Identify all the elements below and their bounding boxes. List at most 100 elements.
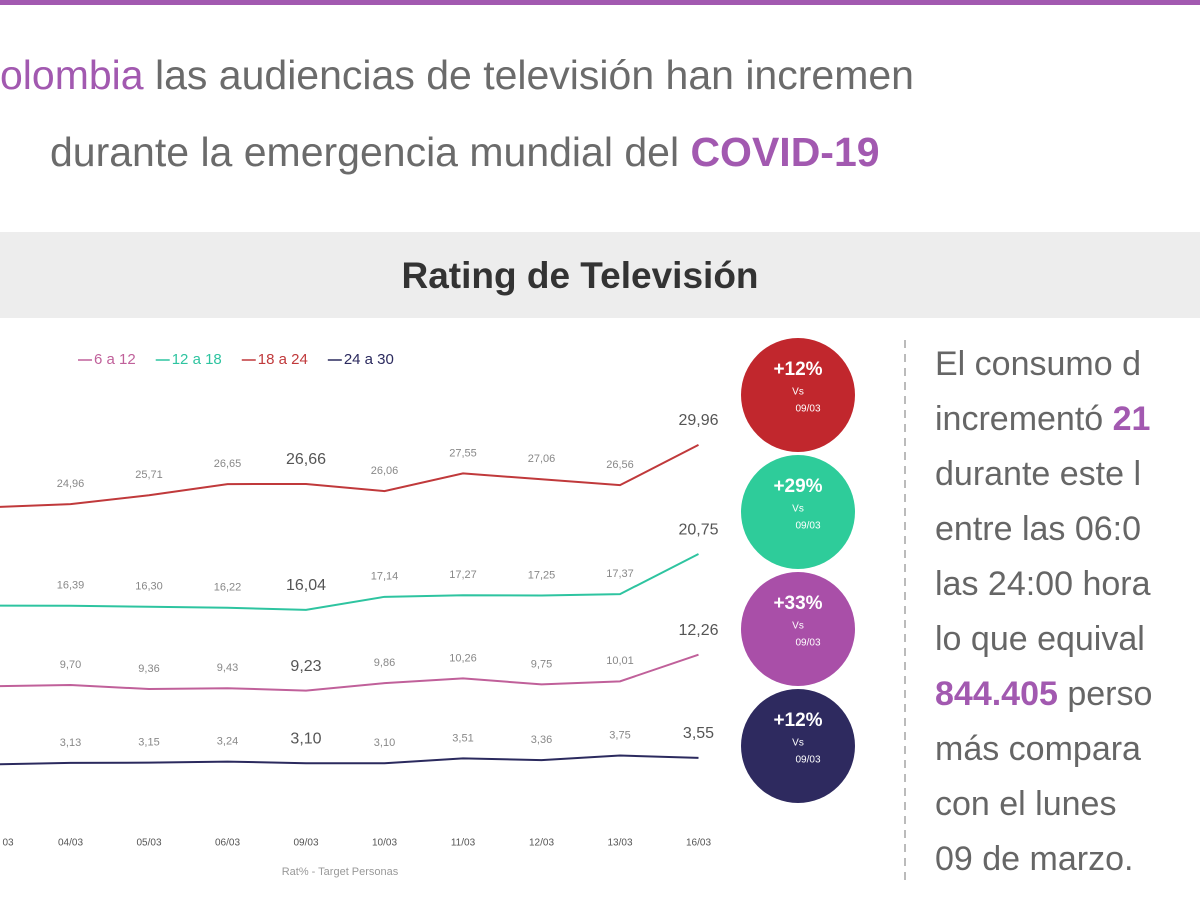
text-segment: lo que equival: [935, 620, 1145, 658]
series-line: [0, 653, 699, 692]
badge: [741, 455, 855, 569]
badge-vs: Vs: [792, 738, 804, 749]
side-text-line: 844.405 perso: [935, 675, 1152, 713]
data-label: 17,37: [606, 568, 634, 580]
text-segment: olombia: [0, 52, 144, 98]
data-label: 24,96: [57, 478, 85, 490]
data-label: 3,75: [609, 729, 630, 741]
badge-date: 09/03: [795, 404, 820, 415]
headline-line: olombia las audiencias de televisión han…: [0, 52, 914, 98]
x-tick-label: 10/03: [372, 838, 397, 849]
data-label: 3,51: [452, 732, 473, 744]
data-label: 17,25: [528, 569, 556, 581]
data-label: 26,56: [606, 459, 634, 471]
text-segment: 844.405: [935, 675, 1058, 713]
data-label: 12,26: [678, 622, 718, 639]
data-label: 27,06: [528, 453, 556, 465]
x-axis-label: Rat% - Target Personas: [282, 866, 399, 878]
data-label: 25,71: [135, 469, 163, 481]
text-segment: entre las 06:0: [935, 510, 1141, 548]
text-segment: con el lunes: [935, 785, 1116, 823]
data-label: 10,26: [449, 652, 477, 664]
x-tick-label: 09/03: [293, 838, 318, 849]
data-label: 9,70: [60, 659, 81, 671]
badge-value: +33%: [773, 593, 822, 614]
side-text-line: más compara: [935, 730, 1141, 768]
legend-label: 12 a 18: [172, 351, 222, 368]
badge-date: 09/03: [795, 638, 820, 649]
data-label: 20,75: [678, 521, 718, 538]
series-line: [0, 443, 699, 508]
data-label: 9,86: [374, 657, 395, 669]
text-segment: incrementó: [935, 400, 1113, 438]
text-segment: las 24:00 hora: [935, 565, 1151, 603]
top-bar: [0, 0, 1200, 5]
x-tick-label: 13/03: [607, 838, 632, 849]
x-tick-label: 03: [2, 838, 14, 849]
side-text-line: las 24:00 hora: [935, 565, 1151, 603]
x-tick-label: 06/03: [215, 838, 240, 849]
badge-vs: Vs: [792, 387, 804, 398]
data-label: 3,13: [60, 737, 81, 749]
data-label: 26,06: [371, 465, 399, 477]
data-label: 26,65: [214, 458, 242, 470]
text-segment: las audiencias de televisión han increme…: [144, 52, 914, 98]
text-segment: 21: [1113, 400, 1151, 438]
badge-vs: Vs: [792, 504, 804, 515]
title-band: [0, 232, 1200, 318]
text-segment: 09 de marzo.: [935, 840, 1133, 878]
data-label: 26,66: [286, 451, 326, 468]
side-text-line: incrementó 21: [935, 400, 1150, 438]
badge-date: 09/03: [795, 521, 820, 532]
series-line: [0, 754, 699, 766]
data-label: 27,55: [449, 447, 477, 459]
data-label: 3,36: [531, 734, 552, 746]
data-label: 3,10: [374, 737, 395, 749]
legend-label: 24 a 30: [344, 351, 394, 368]
data-label: 16,22: [214, 582, 242, 594]
data-label: 3,55: [683, 725, 714, 742]
text-segment: COVID-19: [690, 129, 879, 175]
side-text-line: durante este l: [935, 455, 1141, 493]
side-text-line: 09 de marzo.: [935, 840, 1133, 878]
data-label: 10,01: [606, 655, 634, 667]
data-label: 9,23: [290, 658, 321, 675]
data-label: 17,27: [449, 569, 477, 581]
badge: [741, 689, 855, 803]
badge-value: +29%: [773, 476, 822, 497]
text-segment: durante la emergencia mundial del: [50, 129, 690, 175]
badge-value: +12%: [773, 359, 822, 380]
text-segment: más compara: [935, 730, 1141, 768]
badge-value: +12%: [773, 710, 822, 731]
data-label: 17,14: [371, 571, 399, 583]
text-segment: perso: [1058, 675, 1153, 713]
legend-label: 18 a 24: [258, 351, 308, 368]
side-text-line: lo que equival: [935, 620, 1145, 658]
side-text-line: entre las 06:0: [935, 510, 1141, 548]
headline-line: durante la emergencia mundial del COVID-…: [50, 129, 880, 175]
data-label: 9,43: [217, 662, 238, 674]
badge: [741, 338, 855, 452]
side-text-line: El consumo d: [935, 345, 1141, 383]
chart-title: Rating de Televisión: [401, 255, 758, 296]
data-label: 9,36: [138, 663, 159, 675]
side-text-line: con el lunes: [935, 785, 1116, 823]
badge-date: 09/03: [795, 755, 820, 766]
badge: [741, 572, 855, 686]
data-label: 16,39: [57, 580, 85, 592]
data-label: 3,15: [138, 737, 159, 749]
legend-label: 6 a 12: [94, 351, 136, 368]
data-label: 29,96: [678, 412, 718, 429]
x-tick-label: 12/03: [529, 838, 554, 849]
data-label: 3,24: [217, 735, 238, 747]
x-tick-label: 16/03: [686, 838, 711, 849]
text-segment: El consumo d: [935, 345, 1141, 383]
data-label: 3,10: [290, 730, 321, 747]
text-segment: durante este l: [935, 455, 1141, 493]
x-tick-label: 05/03: [136, 838, 161, 849]
data-label: 16,04: [286, 577, 326, 594]
data-label: 16,30: [135, 581, 163, 593]
data-label: 9,75: [531, 658, 552, 670]
badge-vs: Vs: [792, 621, 804, 632]
